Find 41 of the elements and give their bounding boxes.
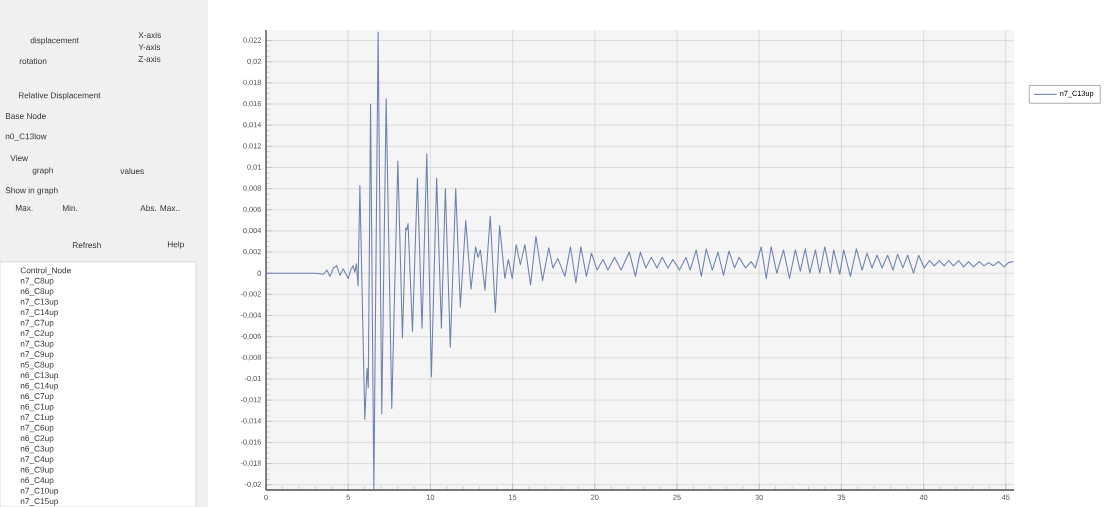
text: Relative Displacement bbox=[18, 92, 101, 100]
text: n6_C9up bbox=[20, 466, 54, 475]
text: n6_C13up bbox=[20, 372, 59, 380]
text: View bbox=[10, 154, 29, 162]
text: Refresh bbox=[72, 241, 101, 249]
text: n7_C10up bbox=[20, 487, 59, 496]
text: Max. bbox=[15, 205, 33, 211]
text: X-axis bbox=[138, 31, 161, 39]
text: n6_C1up bbox=[20, 403, 54, 412]
text: n0_C13low bbox=[5, 133, 47, 141]
text: Control_Node bbox=[20, 267, 71, 275]
text: n7_C8up bbox=[20, 277, 54, 286]
text: Help bbox=[167, 241, 184, 249]
text: Show in graph bbox=[5, 187, 58, 195]
line-series bbox=[266, 31, 1015, 490]
text: n7_C14up bbox=[20, 309, 59, 317]
text: displacement bbox=[30, 37, 79, 45]
text: n7_C15up bbox=[20, 498, 59, 506]
text: n6_C2up bbox=[20, 435, 54, 443]
text: n7_C6up bbox=[20, 424, 54, 433]
text: n7_C13up bbox=[20, 298, 59, 307]
text: n5_C8up bbox=[20, 361, 54, 370]
text: Abs. Max.. bbox=[140, 204, 180, 212]
text: n6_C8up bbox=[20, 288, 54, 296]
text: n6_C7up bbox=[20, 393, 54, 401]
text: n7_C7up bbox=[20, 319, 54, 328]
text: n7_C3up bbox=[20, 340, 54, 349]
text: n6_C4up bbox=[20, 477, 54, 485]
text: graph bbox=[32, 167, 53, 175]
text: Base Node bbox=[5, 112, 46, 120]
text: n7_C1up bbox=[20, 414, 54, 422]
text: Y-axis bbox=[138, 43, 161, 51]
text: n6_C3up bbox=[20, 445, 54, 454]
text: rotation bbox=[19, 57, 47, 65]
text: values bbox=[120, 167, 144, 175]
text: n7_C9up bbox=[20, 351, 54, 359]
text: Min. bbox=[62, 205, 78, 211]
text: n7_C4up bbox=[20, 456, 54, 464]
text: n7_C2up bbox=[20, 330, 54, 338]
text: n6_C14up bbox=[20, 382, 59, 391]
text: Z-axis bbox=[138, 55, 161, 63]
